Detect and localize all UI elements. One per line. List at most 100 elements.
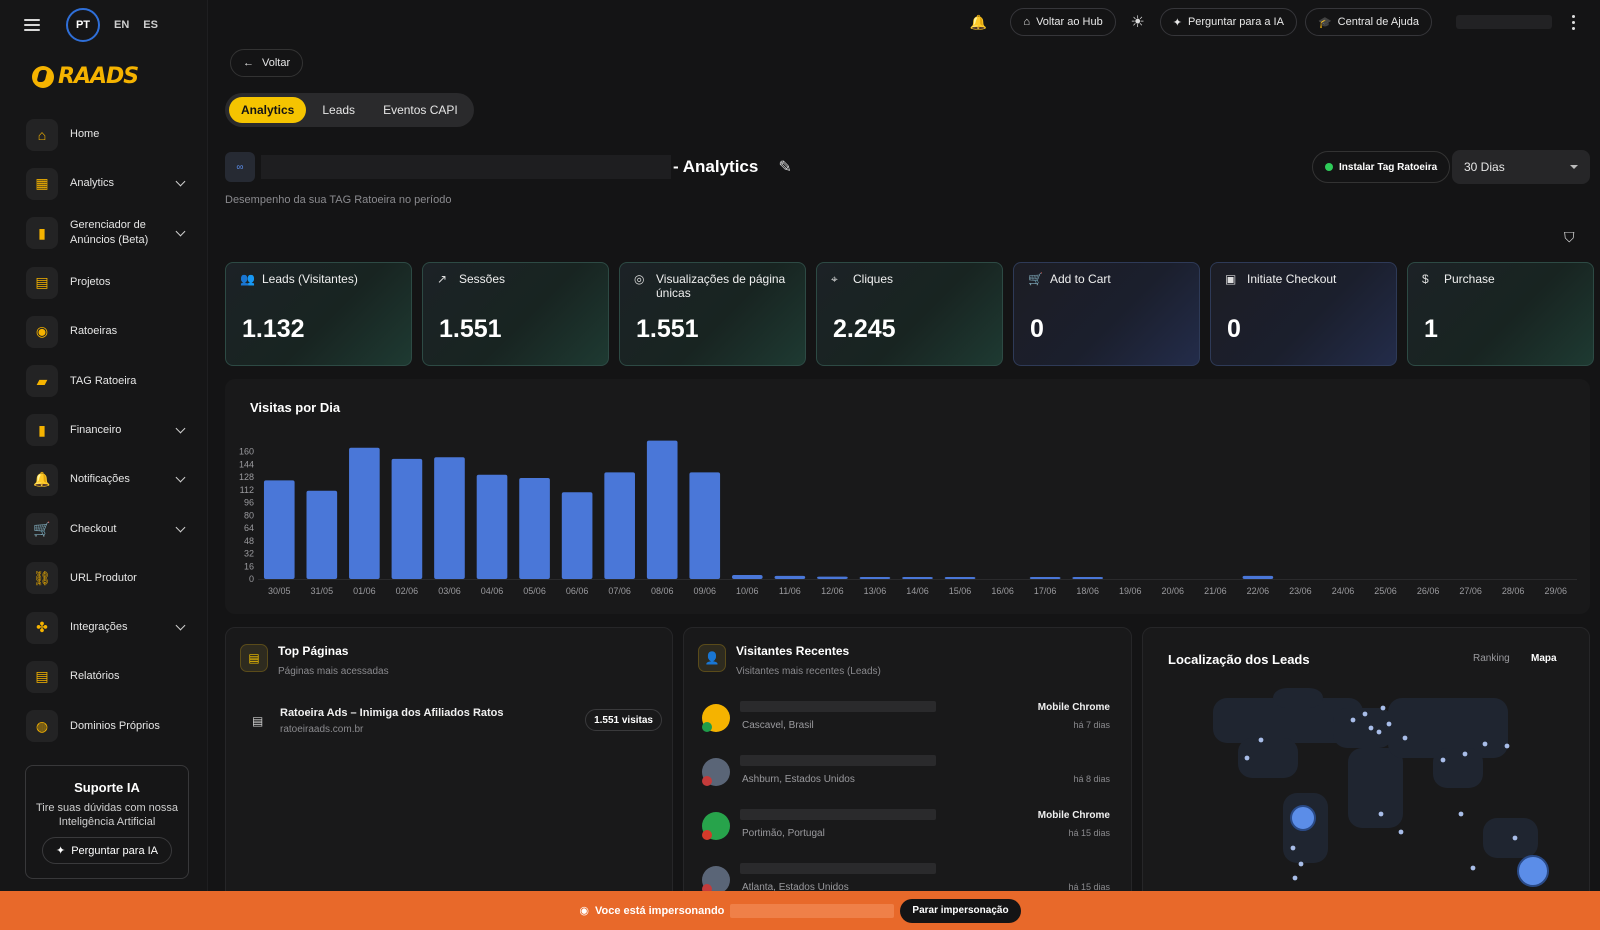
menu-icon[interactable] bbox=[24, 19, 40, 31]
chart-bar[interactable] bbox=[817, 576, 848, 579]
visitor-id-masked bbox=[740, 809, 936, 820]
recent-visitors-subtitle: Visitantes mais recentes (Leads) bbox=[736, 666, 881, 677]
user-name-masked[interactable] bbox=[1456, 15, 1552, 29]
x-tick-label: 13/06 bbox=[864, 586, 887, 596]
chart-bar[interactable] bbox=[561, 492, 593, 579]
sidebar-item-checkout[interactable]: 🛒 Checkout bbox=[26, 504, 190, 553]
lang-es[interactable]: ES bbox=[143, 19, 158, 31]
lead-dot bbox=[1376, 729, 1382, 735]
chart-bar[interactable] bbox=[944, 577, 976, 579]
sidebar-item-notificacoes[interactable]: 🔔 Notificações bbox=[26, 455, 190, 504]
chart-bar[interactable] bbox=[263, 480, 295, 579]
report-icon: ▤ bbox=[26, 660, 58, 693]
chart-bar[interactable] bbox=[391, 458, 423, 579]
list-item[interactable]: ▤ Ratoeira Ads – Inimiga dos Afiliados R… bbox=[252, 707, 662, 735]
visits-badge: 1.551 visitas bbox=[585, 709, 662, 731]
sidebar-item-financeiro[interactable]: ▮ Financeiro bbox=[26, 406, 190, 455]
lead-dot bbox=[1458, 811, 1464, 817]
eye-icon: ◎ bbox=[634, 272, 645, 286]
lead-dot bbox=[1258, 737, 1264, 743]
arrow-left-icon: ← bbox=[243, 57, 254, 69]
sidebar-item-url-produtor[interactable]: ⛓ URL Produtor bbox=[26, 554, 190, 603]
sidebar-item-gerenciador-de-anuncios-beta[interactable]: ▮ Gerenciador de Anúncios (Beta) bbox=[26, 209, 190, 258]
sidebar-item-label: Integrações bbox=[70, 621, 128, 634]
list-item[interactable]: Cascavel, Brasil Mobile Chrome há 7 dias bbox=[702, 698, 1110, 738]
notifications-bell-icon[interactable]: 🔔 bbox=[969, 13, 988, 30]
lead-cluster-dot[interactable] bbox=[1517, 855, 1549, 887]
chart-bar[interactable] bbox=[519, 477, 550, 579]
filter-icon[interactable]: ⛉ bbox=[1564, 229, 1575, 245]
back-to-hub-button[interactable]: ⌂ Voltar ao Hub bbox=[1010, 8, 1116, 36]
sidebar-item-dominios-proprios[interactable]: ◍ Dominios Próprios bbox=[26, 702, 190, 751]
period-select[interactable]: 30 Dias bbox=[1452, 150, 1590, 184]
x-tick-label: 19/06 bbox=[1119, 586, 1142, 596]
chart-bar[interactable] bbox=[774, 575, 806, 579]
x-tick-label: 30/05 bbox=[268, 586, 291, 596]
sidebar-item-label: Relatórios bbox=[70, 670, 120, 683]
install-tag-button[interactable]: Instalar Tag Ratoeira bbox=[1312, 151, 1451, 183]
kpi-card: ▣ Initiate Checkout 0 bbox=[1210, 262, 1397, 366]
help-center-button[interactable]: 🎓 Central de Ajuda bbox=[1304, 8, 1432, 36]
page-subtitle: Desempenho da sua TAG Ratoeira no períod… bbox=[225, 194, 452, 206]
back-button[interactable]: ← Voltar bbox=[230, 49, 304, 77]
recent-visitors-title: Visitantes Recentes bbox=[736, 644, 850, 658]
tab-analytics[interactable]: Analytics bbox=[229, 97, 307, 123]
theme-toggle-sun-icon[interactable]: ☀ bbox=[1130, 14, 1145, 31]
tab-leads[interactable]: Leads bbox=[322, 103, 356, 117]
sidebar-item-integracoes[interactable]: ✤ Integrações bbox=[26, 603, 190, 652]
chart-bar[interactable] bbox=[604, 472, 635, 579]
tab-eventos-capi[interactable]: Eventos CAPI bbox=[383, 103, 458, 117]
list-item[interactable]: Atlanta, Estados Unidos há 15 dias bbox=[702, 860, 1110, 900]
trap-icon: ◉ bbox=[26, 315, 58, 348]
dollar-icon: $ bbox=[1422, 272, 1429, 286]
chart-bar[interactable] bbox=[646, 440, 678, 579]
lead-dot bbox=[1378, 811, 1384, 817]
sidebar-item-ratoeiras[interactable]: ◉ Ratoeiras bbox=[26, 307, 190, 356]
back-label: Voltar bbox=[262, 57, 291, 69]
map-toggle[interactable]: Mapa bbox=[1531, 653, 1557, 664]
x-tick-label: 04/06 bbox=[481, 586, 504, 596]
chart-bar[interactable] bbox=[902, 577, 933, 579]
edit-pencil-icon[interactable]: ✎ bbox=[778, 159, 792, 176]
sidebar-item-analytics[interactable]: ▦ Analytics bbox=[26, 159, 190, 208]
sidebar-item-label: TAG Ratoeira bbox=[70, 374, 137, 387]
ask-ai-sidebar-button[interactable]: ✦ Perguntar para IA bbox=[42, 837, 172, 864]
sidebar-item-tag-ratoeira[interactable]: ▰ TAG Ratoeira bbox=[26, 356, 190, 405]
list-item[interactable]: Ashburn, Estados Unidos há 8 dias bbox=[702, 752, 1110, 792]
chart-bar[interactable] bbox=[1242, 575, 1274, 579]
finance-chart-icon: ▮ bbox=[26, 414, 58, 447]
chart-bar[interactable] bbox=[689, 472, 721, 579]
chart-bar[interactable] bbox=[476, 474, 508, 579]
x-tick-label: 29/06 bbox=[1544, 586, 1567, 596]
sidebar-item-home[interactable]: ⌂ Home bbox=[26, 110, 190, 159]
recent-visitors-panel: 👤 Visitantes Recentes Visitantes mais re… bbox=[683, 627, 1132, 930]
chart-bar[interactable] bbox=[859, 577, 891, 579]
world-map[interactable] bbox=[1143, 628, 1590, 930]
ranking-toggle[interactable]: Ranking bbox=[1473, 653, 1510, 664]
top-pages-title: Top Páginas bbox=[278, 644, 349, 658]
lang-pt[interactable]: PT bbox=[66, 8, 100, 42]
sidebar-item-relatorios[interactable]: ▤ Relatórios bbox=[26, 652, 190, 701]
kpi-card: 👥 Leads (Visitantes) 1.132 bbox=[225, 262, 412, 366]
stop-impersonation-button[interactable]: Parar impersonação bbox=[900, 898, 1021, 923]
chart-bar[interactable] bbox=[434, 457, 465, 579]
y-tick-label: 128 bbox=[239, 472, 254, 482]
brand-logo[interactable]: RAADS bbox=[32, 64, 139, 89]
kpi-header: 🛒 Add to Cart bbox=[1028, 272, 1185, 286]
back-to-hub-label: Voltar ao Hub bbox=[1036, 16, 1103, 28]
sidebar-item-projetos[interactable]: ▤ Projetos bbox=[26, 258, 190, 307]
x-tick-label: 03/06 bbox=[438, 586, 461, 596]
chart-bar[interactable] bbox=[1029, 577, 1061, 579]
chart-title: Visitas por Dia bbox=[250, 400, 341, 415]
lead-dot bbox=[1482, 741, 1488, 747]
ask-ai-top-button[interactable]: ✦ Perguntar para a IA bbox=[1159, 8, 1297, 36]
chart-bar[interactable] bbox=[349, 447, 380, 579]
lead-dot bbox=[1380, 705, 1386, 711]
lang-en[interactable]: EN bbox=[114, 19, 130, 31]
lead-cluster-dot[interactable] bbox=[1290, 805, 1316, 831]
more-options-icon[interactable] bbox=[1572, 14, 1576, 30]
chart-bar[interactable] bbox=[1072, 577, 1104, 579]
chart-bar[interactable] bbox=[731, 575, 763, 579]
list-item[interactable]: Portimão, Portugal Mobile Chrome há 15 dia… bbox=[702, 806, 1110, 846]
chart-bar[interactable] bbox=[306, 490, 338, 579]
